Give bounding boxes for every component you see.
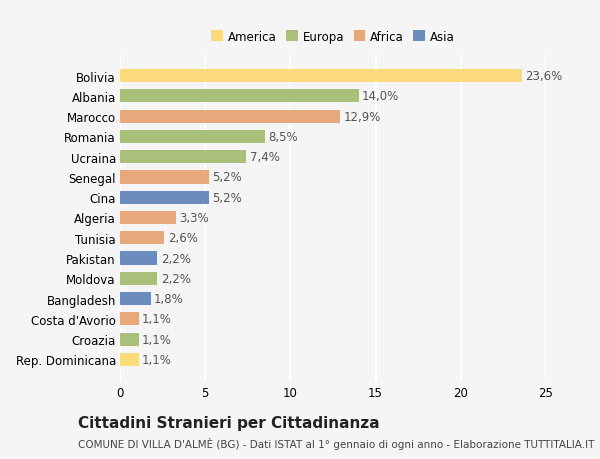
Bar — [120, 110, 340, 123]
Bar — [120, 70, 522, 83]
Bar — [120, 252, 157, 265]
Bar — [120, 353, 139, 366]
Text: 14,0%: 14,0% — [362, 90, 399, 103]
Text: 1,1%: 1,1% — [142, 353, 172, 366]
Text: 3,3%: 3,3% — [179, 212, 209, 224]
Text: COMUNE DI VILLA D'ALMÈ (BG) - Dati ISTAT al 1° gennaio di ogni anno - Elaborazio: COMUNE DI VILLA D'ALMÈ (BG) - Dati ISTAT… — [78, 437, 595, 449]
Bar — [120, 232, 164, 245]
Text: 2,2%: 2,2% — [161, 272, 191, 285]
Text: 23,6%: 23,6% — [526, 70, 563, 83]
Bar — [120, 313, 139, 326]
Bar — [120, 90, 359, 103]
Text: Cittadini Stranieri per Cittadinanza: Cittadini Stranieri per Cittadinanza — [78, 415, 380, 431]
Bar — [120, 292, 151, 306]
Text: 8,5%: 8,5% — [268, 131, 298, 144]
Legend: America, Europa, Africa, Asia: America, Europa, Africa, Asia — [209, 28, 457, 46]
Text: 5,2%: 5,2% — [212, 171, 242, 184]
Bar — [120, 191, 209, 204]
Text: 7,4%: 7,4% — [250, 151, 280, 164]
Text: 1,8%: 1,8% — [154, 292, 184, 305]
Bar — [120, 171, 209, 184]
Bar — [120, 151, 246, 164]
Bar — [120, 212, 176, 224]
Text: 2,2%: 2,2% — [161, 252, 191, 265]
Text: 5,2%: 5,2% — [212, 191, 242, 204]
Text: 1,1%: 1,1% — [142, 333, 172, 346]
Bar — [120, 333, 139, 346]
Bar — [120, 272, 157, 285]
Text: 2,6%: 2,6% — [168, 232, 197, 245]
Text: 1,1%: 1,1% — [142, 313, 172, 325]
Bar — [120, 130, 265, 144]
Text: 12,9%: 12,9% — [343, 111, 380, 123]
